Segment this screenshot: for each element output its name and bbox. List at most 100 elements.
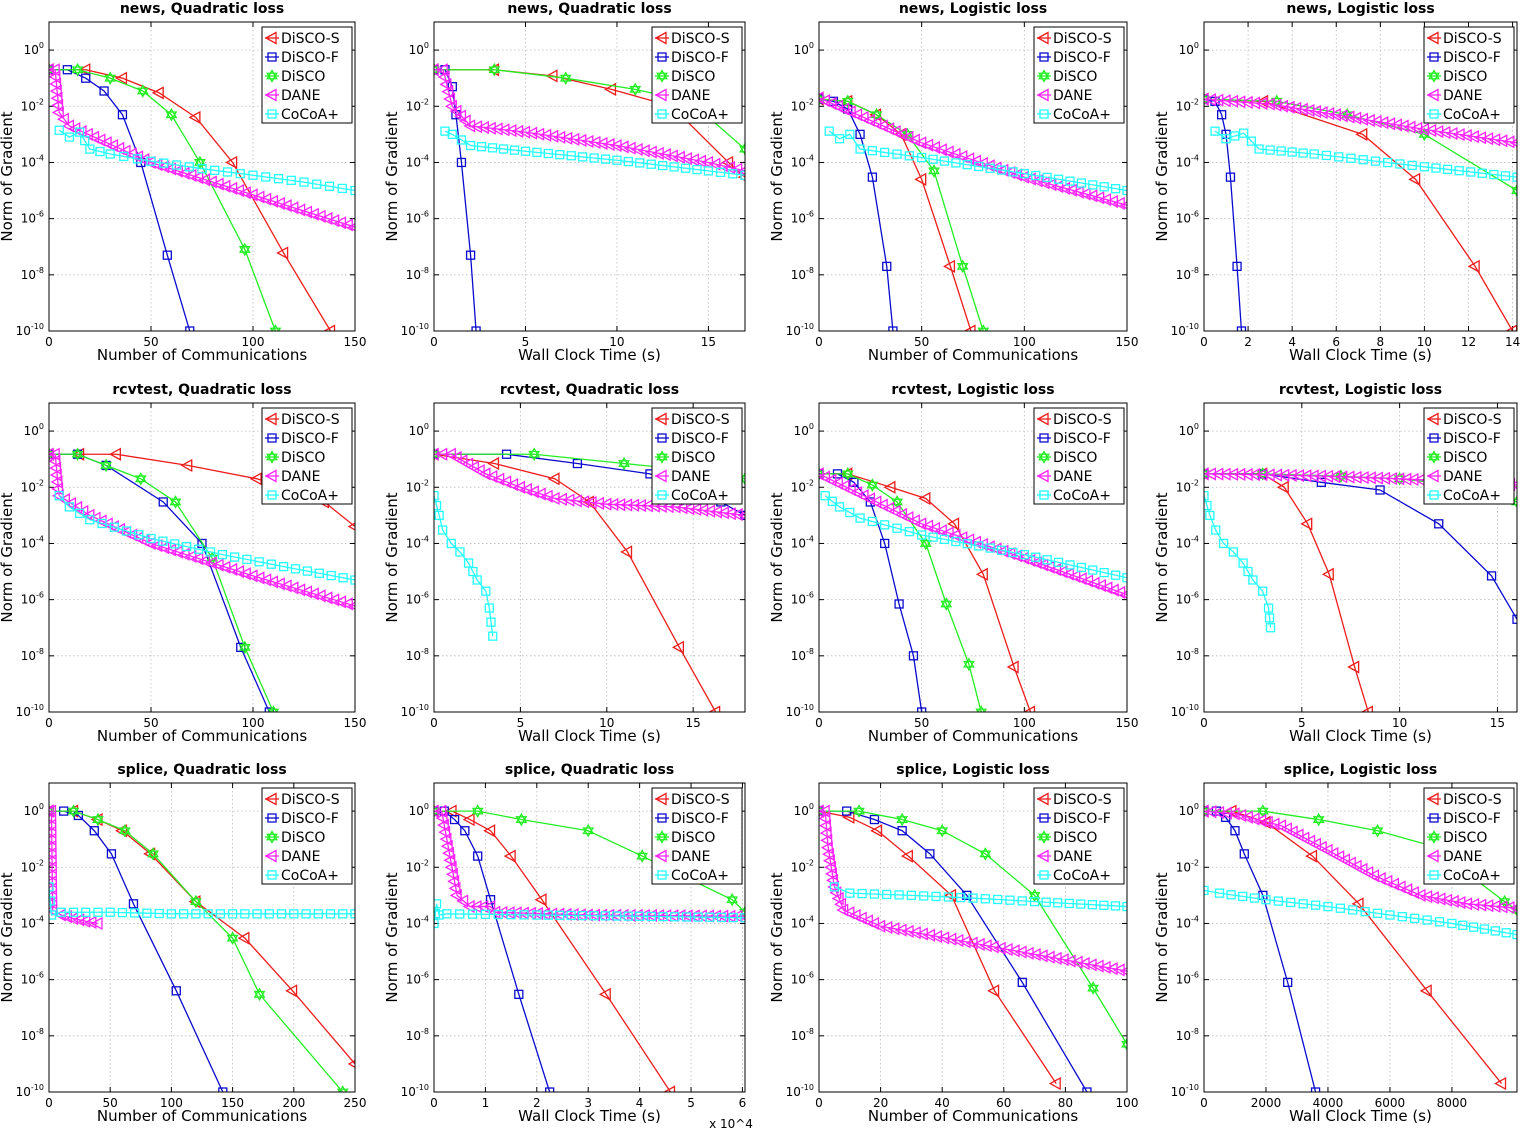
legend-item: CoCoA+ [1037, 868, 1111, 884]
data-point-marker [917, 707, 927, 712]
y-tick-exponent: -2 [806, 97, 814, 106]
legend-marker-icon [266, 450, 278, 464]
data-point-marker [670, 912, 680, 922]
data-point-marker [1489, 169, 1499, 180]
legend-label: DiSCO-S [1053, 412, 1112, 428]
x-tick-label: 0 [45, 1096, 53, 1110]
data-point-marker [931, 891, 941, 902]
series-line [1204, 495, 1272, 628]
data-point-marker-part [488, 62, 501, 74]
y-tick-label: 100 [409, 802, 429, 818]
data-point-marker [856, 489, 869, 503]
data-point-marker [472, 575, 482, 585]
legend-item: DiSCO [1427, 830, 1487, 846]
data-point-marker [434, 447, 439, 461]
data-point-marker-part [434, 447, 440, 458]
data-point-marker [238, 640, 251, 655]
y-tick-base: 10 [401, 1085, 416, 1099]
data-point-marker [1406, 885, 1419, 900]
y-tick-base: 10 [791, 860, 806, 874]
data-point-marker [278, 561, 289, 572]
x-tick-label: 100 [160, 1096, 183, 1110]
data-point-marker [435, 447, 448, 461]
data-point-marker [1332, 850, 1345, 864]
data-point-marker [434, 491, 439, 501]
data-point-marker-part [515, 816, 528, 827]
data-point-marker [503, 849, 516, 863]
y-tick-base: 10 [406, 155, 421, 169]
data-point-marker [350, 575, 355, 585]
data-point-marker [1392, 472, 1405, 486]
y-tick-label: 10-8 [406, 647, 429, 663]
legend-item: DiSCO-F [1427, 50, 1501, 66]
data-point-marker [1297, 831, 1310, 845]
data-point-marker [1349, 470, 1362, 484]
data-point-marker [623, 911, 633, 921]
x-tick-label: 0 [1200, 1096, 1208, 1110]
data-point-marker-part [896, 812, 909, 823]
legend-label: CoCoA+ [1053, 868, 1111, 884]
y-tick-label: 10-10 [786, 703, 814, 719]
legend-item: DiSCO-S [1426, 412, 1502, 428]
x-tick-label: 150 [1116, 335, 1139, 349]
data-point-marker [1225, 467, 1238, 481]
data-point-marker [49, 447, 54, 461]
subplot-title: splice, Quadratic loss [505, 762, 674, 778]
series-cocoa-plus [820, 491, 1127, 583]
legend-label: CoCoA+ [1443, 107, 1501, 123]
data-point-marker [1343, 856, 1356, 870]
y-tick-exponent: -8 [1191, 647, 1199, 656]
series-line [49, 886, 355, 916]
data-point-marker [434, 62, 440, 77]
data-point-marker [267, 705, 280, 712]
data-point-marker [834, 134, 845, 144]
series-line [58, 495, 355, 581]
data-point-marker-part [528, 450, 541, 462]
y-axis-label: Norm of Gradient [0, 872, 16, 1002]
legend-item: DANE [1426, 88, 1482, 104]
data-point-marker [1314, 469, 1327, 483]
legend-marker-icon [657, 109, 667, 119]
data-point-marker [1356, 470, 1369, 485]
data-point-marker [1422, 915, 1432, 925]
data-point-marker [1289, 101, 1302, 115]
legend-item: DiSCO-S [1036, 412, 1112, 428]
data-point-marker-part [636, 849, 649, 860]
y-tick-label: 10-4 [21, 534, 44, 550]
y-tick-label: 10-4 [406, 914, 429, 930]
series-disco [49, 447, 280, 712]
legend-label: DiSCO-F [671, 811, 729, 827]
data-point-marker [449, 104, 462, 118]
data-point-marker [728, 169, 738, 179]
data-point-marker [1031, 552, 1041, 562]
data-point-marker [867, 172, 878, 182]
data-point-marker-part [559, 74, 572, 85]
data-point-marker [449, 814, 460, 825]
data-point-marker [488, 62, 501, 77]
legend: DiSCO-S DiSCO-F DiSCO DANE CoCoA+ [261, 787, 353, 885]
data-point-marker [117, 110, 128, 120]
data-point-marker [1370, 471, 1383, 485]
data-point-marker [1218, 538, 1229, 549]
data-point-marker [1265, 145, 1275, 155]
data-point-marker-part [434, 450, 440, 462]
data-point-marker [819, 470, 831, 484]
data-point-marker [1321, 150, 1332, 161]
data-point-marker [95, 146, 105, 157]
y-tick-exponent: 0 [809, 422, 814, 431]
y-tick-exponent: -8 [806, 266, 814, 275]
data-point-marker [87, 130, 100, 144]
data-point-marker-part [1256, 804, 1269, 815]
data-point-marker [443, 92, 456, 106]
data-point-marker [462, 812, 475, 827]
y-tick-exponent: -2 [421, 858, 429, 867]
y-tick-label: 10-8 [1176, 647, 1199, 663]
y-tick-label: 100 [409, 41, 429, 57]
data-point-marker-part [169, 495, 182, 506]
data-point-marker [875, 498, 888, 512]
data-point-marker [146, 533, 156, 544]
legend-item: DANE [264, 469, 320, 485]
data-point-marker [188, 110, 201, 125]
data-point-marker-part [841, 467, 854, 478]
